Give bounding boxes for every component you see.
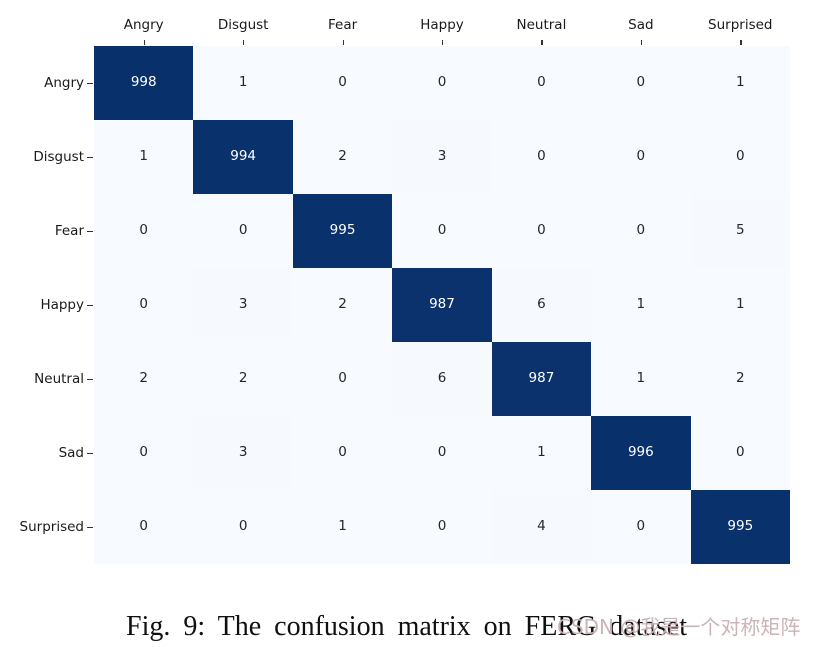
- heatmap-cell: 0: [491, 46, 592, 120]
- y-tick-label: Fear: [54, 223, 84, 239]
- heatmap-cell: 0: [292, 416, 393, 490]
- heatmap-cell: 1: [491, 416, 592, 490]
- y-tick-mark: [87, 527, 93, 529]
- confusion-matrix-heatmap: 998 1 0 0 0 0 1 1 994 2 3 0 0 0 0 0 995 0 0 0 5 0 3 2 987 6 1 1 2 2 0 6…: [94, 46, 790, 564]
- heatmap-cell: 996: [591, 416, 691, 490]
- x-tick-label: Happy: [420, 17, 464, 33]
- heatmap-cell: 0: [591, 46, 691, 120]
- heatmap-cell: 2: [94, 342, 194, 416]
- x-tick-mark: [541, 40, 543, 45]
- heatmap-cell: 998: [94, 46, 194, 120]
- heatmap-cell: 0: [193, 490, 293, 564]
- heatmap-cell: 6: [491, 268, 592, 342]
- x-tick-label: Surprised: [708, 17, 773, 33]
- heatmap-cell: 1: [690, 46, 790, 120]
- y-tick-label: Sad: [58, 445, 84, 461]
- y-tick-mark: [87, 83, 93, 85]
- y-tick-mark: [87, 453, 93, 455]
- y-tick-label: Neutral: [34, 371, 84, 387]
- heatmap-cell: 987: [392, 268, 492, 342]
- x-tick-label: Fear: [327, 17, 358, 33]
- heatmap-cell: 0: [292, 46, 393, 120]
- y-tick-mark: [87, 231, 93, 233]
- heatmap-cell: 0: [392, 416, 492, 490]
- heatmap-cell: 3: [392, 120, 492, 194]
- heatmap-cell: 0: [94, 490, 194, 564]
- x-tick-mark: [740, 40, 742, 45]
- heatmap-cell: 0: [392, 490, 492, 564]
- heatmap-cell: 987: [491, 342, 592, 416]
- heatmap-cell: 1: [690, 268, 790, 342]
- x-tick-label: Angry: [123, 17, 164, 33]
- heatmap-cell: 0: [690, 416, 790, 490]
- heatmap-cell: 1: [591, 268, 691, 342]
- heatmap-cell: 995: [690, 490, 790, 564]
- heatmap-cell: 0: [292, 342, 393, 416]
- heatmap-cell: 0: [94, 416, 194, 490]
- x-tick-mark: [143, 40, 145, 45]
- y-tick-label: Happy: [40, 297, 84, 313]
- heatmap-cell: 0: [94, 194, 194, 268]
- x-tick-label: Disgust: [217, 17, 269, 33]
- heatmap-cell: 1: [591, 342, 691, 416]
- heatmap-cell: 4: [491, 490, 592, 564]
- heatmap-cell: 2: [292, 268, 393, 342]
- heatmap-cell: 2: [193, 342, 293, 416]
- heatmap-cell: 5: [690, 194, 790, 268]
- y-tick-label: Angry: [44, 75, 84, 91]
- x-tick-mark: [243, 40, 245, 45]
- y-tick-mark: [87, 157, 93, 159]
- heatmap-cell: 0: [193, 194, 293, 268]
- csdn-watermark: CSDN @我是一个对称矩阵: [557, 615, 801, 639]
- heatmap-cell: 0: [690, 120, 790, 194]
- x-tick-label: Neutral: [516, 17, 567, 33]
- heatmap-cell: 2: [690, 342, 790, 416]
- heatmap-cell: 2: [292, 120, 393, 194]
- heatmap-cell: 0: [591, 120, 691, 194]
- heatmap-cell: 994: [193, 120, 293, 194]
- heatmap-cell: 1: [292, 490, 393, 564]
- figure-caption: Fig. 9: The confusion matrix on FERG dat…: [126, 611, 687, 642]
- x-tick-mark: [342, 40, 344, 45]
- y-tick-label: Disgust: [33, 149, 84, 165]
- y-tick-label: Surprised: [19, 519, 84, 535]
- heatmap-cell: 1: [193, 46, 293, 120]
- heatmap-cell: 0: [491, 120, 592, 194]
- heatmap-cell: 1: [94, 120, 194, 194]
- x-tick-mark: [442, 40, 444, 45]
- heatmap-cell: 3: [193, 268, 293, 342]
- heatmap-cell: 0: [94, 268, 194, 342]
- heatmap-cell: 3: [193, 416, 293, 490]
- heatmap-cell: 0: [491, 194, 592, 268]
- heatmap-cell: 0: [591, 194, 691, 268]
- heatmap-cell: 6: [392, 342, 492, 416]
- heatmap-cell: 0: [591, 490, 691, 564]
- heatmap-cell: 0: [392, 194, 492, 268]
- x-tick-mark: [640, 40, 643, 45]
- y-tick-mark: [87, 305, 93, 307]
- y-tick-mark: [87, 379, 93, 381]
- x-tick-label: Sad: [628, 17, 654, 33]
- heatmap-cell: 995: [292, 194, 393, 268]
- heatmap-cell: 0: [392, 46, 492, 120]
